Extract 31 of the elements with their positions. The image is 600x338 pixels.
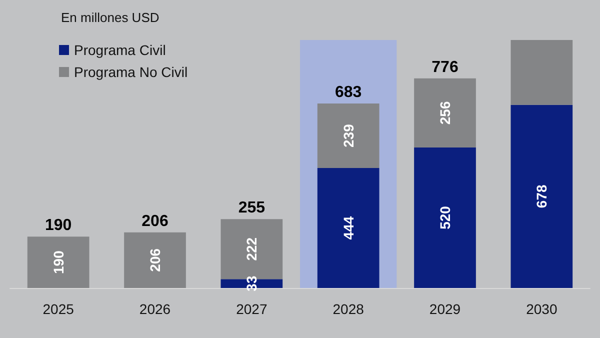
x-tick-label: 2028 [332, 301, 364, 317]
legend-label: Programa Civil [74, 42, 166, 58]
chart-subtitle: En millones USD [61, 10, 160, 25]
x-tick-label: 2025 [42, 301, 74, 317]
data-label: 678 [534, 184, 550, 208]
x-tick-label: 2030 [526, 301, 558, 317]
total-label: 683 [334, 84, 362, 101]
bar [414, 148, 476, 288]
data-label: 256 [437, 101, 453, 125]
bar [317, 103, 380, 168]
total-label: 206 [142, 212, 168, 230]
data-label: 206 [147, 248, 163, 272]
bar [414, 78, 476, 148]
x-tick-label: 2027 [236, 301, 268, 317]
total-label: 190 [44, 217, 72, 234]
bar [510, 40, 573, 105]
bar [27, 236, 90, 288]
bar [124, 232, 186, 288]
data-label: 444 [340, 216, 356, 240]
data-label: 239 [340, 124, 356, 148]
total-label: 776 [432, 58, 458, 76]
data-label: 190 [50, 250, 66, 274]
data-label: 520 [437, 206, 453, 230]
data-label: 222 [244, 237, 260, 261]
legend-label: Programa No Civil [74, 64, 188, 80]
x-tick-label: 2029 [429, 301, 461, 317]
x-tick-label: 2026 [139, 301, 171, 317]
data-label: 33 [244, 276, 260, 292]
bar [510, 104, 573, 288]
total-label: 255 [238, 200, 266, 217]
bar [317, 168, 380, 288]
